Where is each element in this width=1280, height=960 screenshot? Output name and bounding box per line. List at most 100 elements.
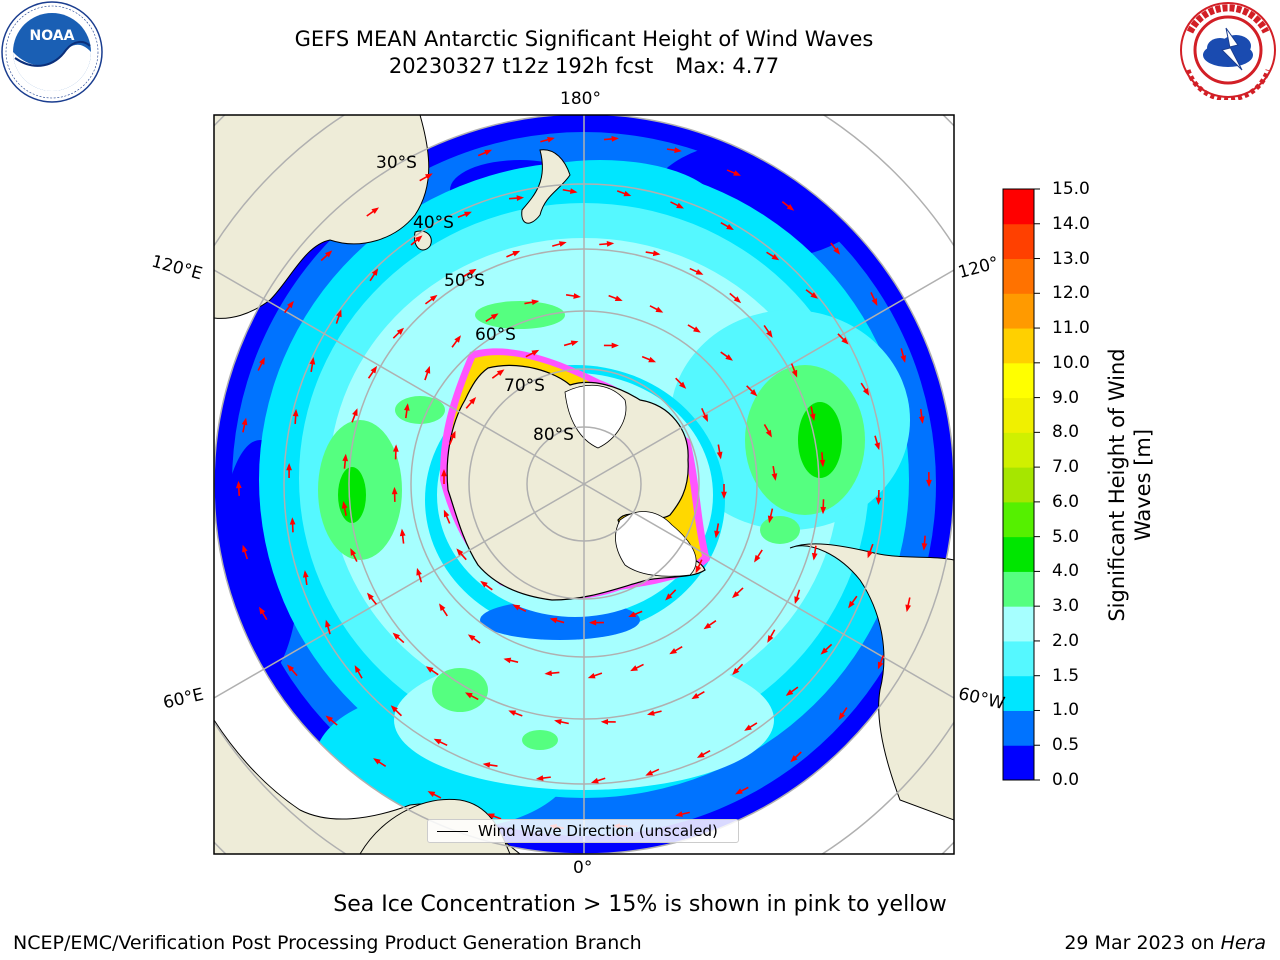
colorbar-title: Significant Height of Wind Waves [m] xyxy=(1105,348,1155,622)
colorbar-band xyxy=(1003,258,1034,294)
wave-arrow-head xyxy=(921,543,928,551)
wave-arrow-head xyxy=(242,544,248,553)
wave-arrow-head xyxy=(771,473,778,481)
colorbar-tick-label: 0.0 xyxy=(1052,770,1080,790)
wave-arrow-head xyxy=(623,190,632,197)
wave-arrow-head xyxy=(848,600,855,609)
wave-arrow-head xyxy=(833,247,841,255)
wave-arrow-head xyxy=(725,354,733,361)
wave-arrow-head xyxy=(703,622,712,630)
wave-arrow-head xyxy=(733,296,742,304)
wave-arrow-head xyxy=(871,298,878,306)
colorbar-tick-label: 8.0 xyxy=(1052,422,1080,443)
wave-arrow-head xyxy=(695,565,702,574)
wave-arrow-head xyxy=(791,369,798,378)
wave-arrow-head xyxy=(336,309,342,318)
wave-arrow-head xyxy=(721,491,727,499)
wave-arrow-head xyxy=(415,235,423,243)
wave-arrow-head xyxy=(373,758,381,765)
wave-arrow-head xyxy=(482,762,491,768)
wave-arrow-head xyxy=(754,554,761,563)
colorbar-tick-label: 10.0 xyxy=(1052,352,1090,373)
wave-arrow-head xyxy=(425,173,433,180)
wave-arrow-head xyxy=(371,268,379,276)
wave-arrow-head xyxy=(732,667,740,675)
wave-arrow-head xyxy=(874,442,880,451)
max-value: Max: 4.77 xyxy=(675,54,780,78)
wave-arrow-head xyxy=(611,136,619,142)
wave-arrow-head xyxy=(716,451,723,460)
lon-label-180: 180° xyxy=(560,89,601,109)
wave-arrow-head xyxy=(820,647,828,655)
chart-subtitle: 20230327 t12z 192h fcst Max: 4.77 xyxy=(190,54,978,78)
wave-arrow-head xyxy=(785,689,794,696)
wave-arrow-head xyxy=(693,326,701,333)
wave-arrow-head xyxy=(841,337,849,345)
wave-arrow-head xyxy=(771,253,780,261)
wave-arrow-head xyxy=(416,567,422,576)
lat-label-50s: 50°S xyxy=(444,271,485,291)
wave-arrow-head xyxy=(392,632,400,640)
wave-arrow-head xyxy=(535,775,544,781)
colorbar-band xyxy=(1003,293,1034,329)
wave-arrow-head xyxy=(810,292,819,299)
wave-arrow-head xyxy=(464,692,473,699)
wave-arrow-head xyxy=(590,777,599,784)
wave-arrow-head xyxy=(696,751,705,758)
colorbar-tick-label: 2.0 xyxy=(1052,630,1080,651)
colorbar-tick-label: 12.0 xyxy=(1052,283,1090,304)
wave-arrow-head xyxy=(439,603,446,612)
wave-arrow-head xyxy=(669,648,677,655)
wave-arrow-head xyxy=(767,515,774,524)
wave-arrow-head xyxy=(675,811,683,817)
wave-arrow-head xyxy=(366,592,374,601)
wave-arrow-head xyxy=(325,715,334,723)
colorbar-tick-label: 13.0 xyxy=(1052,248,1090,269)
wave-arrow-head xyxy=(611,342,619,349)
wave-arrow-head xyxy=(486,813,495,819)
wave-arrow-head xyxy=(614,295,623,302)
wave-arrow-head xyxy=(490,313,499,320)
wave-arrow-head xyxy=(302,570,309,578)
noaa-logo-text: NOAA xyxy=(30,28,75,44)
wave-arrow-head xyxy=(665,593,673,601)
wave-arrow-head xyxy=(570,340,579,347)
wave-arrow-head xyxy=(809,413,816,422)
wave-arrow-head xyxy=(469,397,477,405)
colorbar-tick-label: 7.0 xyxy=(1052,457,1080,478)
wave-arrow-head xyxy=(456,548,464,556)
colorbar-tick-label: 1.0 xyxy=(1052,700,1080,721)
graticule xyxy=(214,115,954,854)
wave-arrow-head xyxy=(820,506,827,515)
colorbar-tick-label: 11.0 xyxy=(1052,318,1090,339)
colorbar-band xyxy=(1003,362,1034,399)
wave-arrow-head xyxy=(352,408,358,417)
wave-arrow-head xyxy=(647,710,655,716)
wave-arrow-head xyxy=(512,604,521,611)
wave-arrow-head xyxy=(744,724,752,731)
wave-arrow-head xyxy=(341,501,348,509)
wave-arrow-head xyxy=(425,666,434,673)
wave-arrow-head xyxy=(794,596,800,605)
wave-arrow-head xyxy=(512,250,521,257)
wave-arrow-head xyxy=(390,705,398,713)
lat-label-60s: 60°S xyxy=(475,325,516,345)
wave-arrow-head xyxy=(484,149,493,156)
wave-arrow-head xyxy=(867,550,873,559)
wave-arrow-head xyxy=(503,657,512,664)
wave-arrow-head xyxy=(606,240,615,247)
colorbar-tick-label: 5.0 xyxy=(1052,526,1080,547)
wave-arrow-head xyxy=(645,769,654,776)
sea-ice-caption: Sea Ice Concentration > 15% is shown in … xyxy=(333,892,947,917)
wave-arrow-head xyxy=(750,389,758,397)
colorbar-band xyxy=(1003,501,1034,538)
wave-arrow-head xyxy=(399,528,406,537)
wave-arrow-head xyxy=(396,327,405,335)
wave-arrow-head xyxy=(464,211,472,218)
wave-arrow-head xyxy=(655,306,664,313)
noaa-logo-icon: NOAA xyxy=(1,1,103,103)
wave-arrow-head xyxy=(286,462,292,471)
wave-arrow-head xyxy=(630,665,638,672)
wave-arrow-head xyxy=(918,416,925,424)
